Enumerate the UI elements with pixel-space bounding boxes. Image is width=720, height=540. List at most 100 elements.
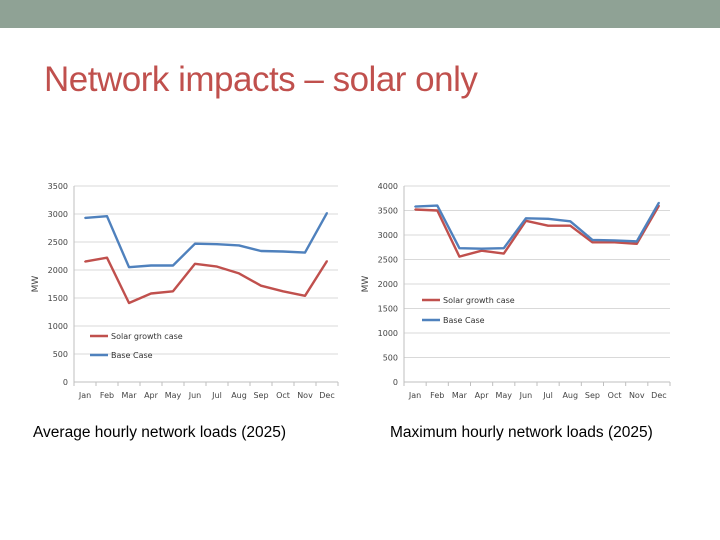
y-tick-label: 3000 <box>48 210 68 219</box>
data-point <box>414 208 416 211</box>
y-tick-label: 1000 <box>378 329 398 338</box>
x-tick-label: Oct <box>276 391 290 400</box>
series-line-solar-growth <box>415 204 660 258</box>
data-point <box>326 211 328 214</box>
data-point <box>194 242 196 245</box>
data-point <box>591 239 594 241</box>
data-point <box>172 264 174 267</box>
data-point <box>282 290 284 293</box>
x-tick-label: Feb <box>430 391 444 400</box>
x-tick-label: Jun <box>519 391 533 400</box>
data-point <box>569 220 572 223</box>
y-tick-label: 0 <box>393 378 398 387</box>
data-point <box>84 217 86 219</box>
data-point <box>106 215 108 218</box>
x-tick-label: Jan <box>78 391 91 400</box>
data-point <box>458 247 461 250</box>
maximum-loads-chart: 0 500 1000 1500 2000 2500 3000 3500 4000 Jan Feb Ma… <box>361 182 671 400</box>
data-point <box>216 243 218 246</box>
slide-title: Network impacts – solar only <box>44 60 478 99</box>
x-tick-label: Apr <box>475 391 490 400</box>
data-point <box>216 265 218 268</box>
data-point <box>238 272 240 275</box>
data-point <box>414 205 416 208</box>
x-tick-label: Dec <box>651 391 666 400</box>
y-tick-label: 3000 <box>378 231 398 240</box>
y-axis-label: MW <box>31 276 41 293</box>
data-point <box>282 250 284 253</box>
x-tick-label: Mar <box>121 391 137 400</box>
series-line-base-case <box>415 202 660 250</box>
y-tick-label: 1000 <box>48 322 68 331</box>
data-point <box>238 244 240 247</box>
data-point <box>613 241 616 244</box>
data-point <box>128 266 130 269</box>
average-loads-caption: Average hourly network loads (2025) <box>33 424 287 441</box>
x-tick-label: Aug <box>231 391 247 400</box>
data-point <box>547 217 549 220</box>
y-tick-label: 2500 <box>48 238 68 247</box>
y-tick-label: 3500 <box>378 207 398 216</box>
data-point <box>194 262 196 265</box>
data-point <box>260 284 262 287</box>
legend-label: Solar growth case <box>443 296 515 305</box>
y-tick-label: 2000 <box>378 280 398 289</box>
x-tick-label: Apr <box>144 391 159 400</box>
data-point <box>658 201 660 204</box>
series-line-base-case <box>84 212 329 269</box>
average-loads-chart: 0 500 1000 1500 2000 2500 3000 3500 Jan Feb Mar Apr… <box>31 182 339 400</box>
y-tick-label: 2500 <box>378 256 398 265</box>
data-point <box>635 242 638 245</box>
data-point <box>436 204 439 207</box>
x-tick-label: Feb <box>100 391 114 400</box>
x-tick-label: May <box>165 391 182 400</box>
top-banner <box>0 0 720 28</box>
y-tick-label: 1500 <box>48 294 68 303</box>
data-point <box>502 247 505 250</box>
data-point <box>304 294 306 297</box>
data-point <box>128 302 130 304</box>
x-tick-label: Mar <box>452 391 468 400</box>
x-tick-label: Dec <box>319 391 334 400</box>
data-point <box>635 240 638 243</box>
y-tick-label: 4000 <box>378 182 398 191</box>
x-tick-label: Jan <box>408 391 421 400</box>
x-tick-label: Sep <box>585 391 600 400</box>
data-point <box>84 260 86 263</box>
y-tick-label: 0 <box>63 378 68 387</box>
y-tick-label: 500 <box>383 354 398 363</box>
data-point <box>569 224 572 227</box>
x-tick-label: Jul <box>542 391 553 400</box>
data-point <box>304 251 306 254</box>
data-point <box>150 292 152 295</box>
legend-label: Base Case <box>443 316 485 325</box>
data-point <box>260 250 262 252</box>
x-tick-label: Aug <box>562 391 578 400</box>
legend-label: Solar growth case <box>111 332 183 341</box>
data-point <box>172 290 174 293</box>
data-point <box>436 209 439 212</box>
x-tick-label: Jun <box>188 391 202 400</box>
y-tick-label: 2000 <box>48 266 68 275</box>
y-axis-label: MW <box>361 276 371 293</box>
x-tick-label: May <box>495 391 512 400</box>
series-line-solar-growth <box>84 256 329 305</box>
x-tick-label: Sep <box>253 391 268 400</box>
data-point <box>480 247 483 250</box>
data-point <box>480 249 483 252</box>
data-point <box>106 256 108 259</box>
y-tick-label: 1500 <box>378 305 398 314</box>
data-point <box>613 239 616 242</box>
x-tick-label: Jul <box>211 391 222 400</box>
legend-label: Base Case <box>111 351 153 360</box>
x-tick-label: Nov <box>629 391 645 400</box>
maximum-loads-caption: Maximum hourly network loads (2025) <box>390 424 653 441</box>
x-tick-label: Oct <box>608 391 622 400</box>
data-point <box>150 264 152 267</box>
data-point <box>326 260 328 262</box>
y-tick-label: 500 <box>53 350 68 359</box>
data-point <box>458 255 461 258</box>
data-point <box>547 224 549 227</box>
y-tick-label: 3500 <box>48 182 68 191</box>
data-point <box>525 217 527 220</box>
